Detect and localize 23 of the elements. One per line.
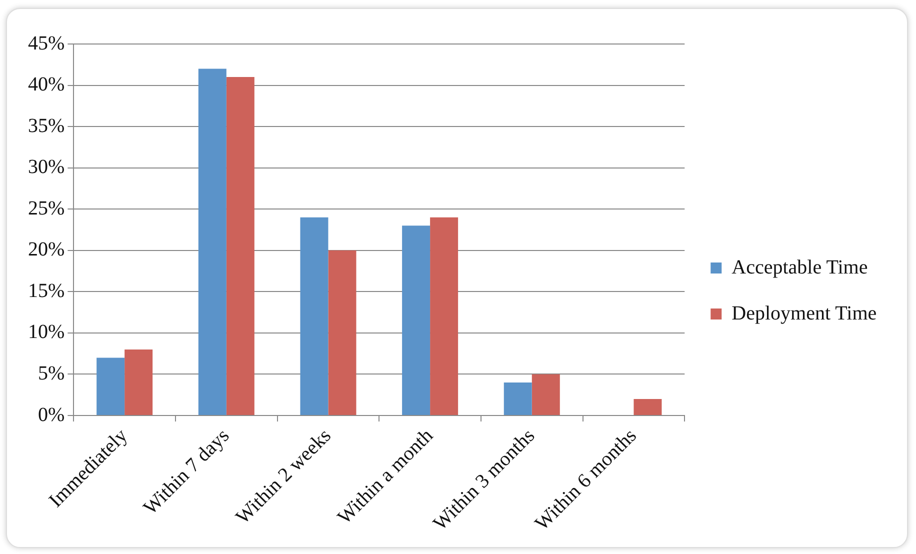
bar <box>300 217 328 416</box>
y-tick-label: 30% <box>28 156 65 178</box>
bar <box>226 77 254 416</box>
y-tick-label: 0% <box>38 404 65 426</box>
legend-label: Acceptable Time <box>732 256 868 278</box>
bar <box>532 374 560 416</box>
bar <box>328 250 356 416</box>
y-tick-label: 5% <box>38 362 65 384</box>
bar <box>430 217 458 416</box>
bar <box>96 358 125 416</box>
bar <box>124 349 153 416</box>
bar <box>402 226 430 416</box>
y-tick-label: 35% <box>28 114 65 137</box>
y-tick-label: 45% <box>28 32 65 54</box>
y-tick-label: 25% <box>28 197 65 220</box>
y-tick-label: 40% <box>28 74 65 96</box>
y-tick-label: 20% <box>28 238 65 261</box>
bar <box>634 399 662 416</box>
y-tick-label: 15% <box>28 280 65 302</box>
y-tick-label: 10% <box>28 321 65 344</box>
legend-label: Deployment Time <box>732 302 877 324</box>
bar <box>198 68 226 416</box>
bar <box>504 382 532 416</box>
